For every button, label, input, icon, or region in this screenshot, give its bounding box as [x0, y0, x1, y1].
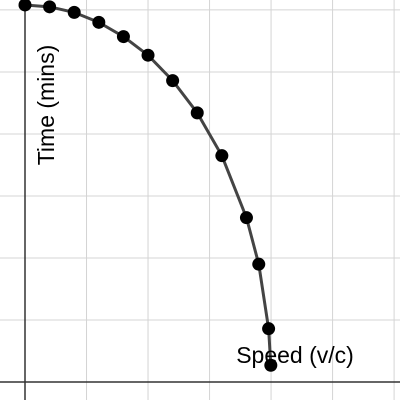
point: [116, 30, 130, 44]
point: [166, 74, 180, 88]
point: [43, 0, 57, 14]
point: [262, 322, 276, 336]
plot: [18, 0, 278, 372]
x-axis-label: Speed (v/c): [236, 342, 354, 368]
point: [190, 106, 204, 120]
point: [92, 15, 106, 29]
point: [264, 358, 278, 372]
point: [67, 5, 81, 19]
y-axis-label: Time (mins): [33, 45, 59, 166]
point: [141, 48, 155, 62]
point: [18, 0, 32, 12]
point: [252, 257, 266, 271]
point: [215, 149, 229, 163]
point: [239, 211, 253, 225]
